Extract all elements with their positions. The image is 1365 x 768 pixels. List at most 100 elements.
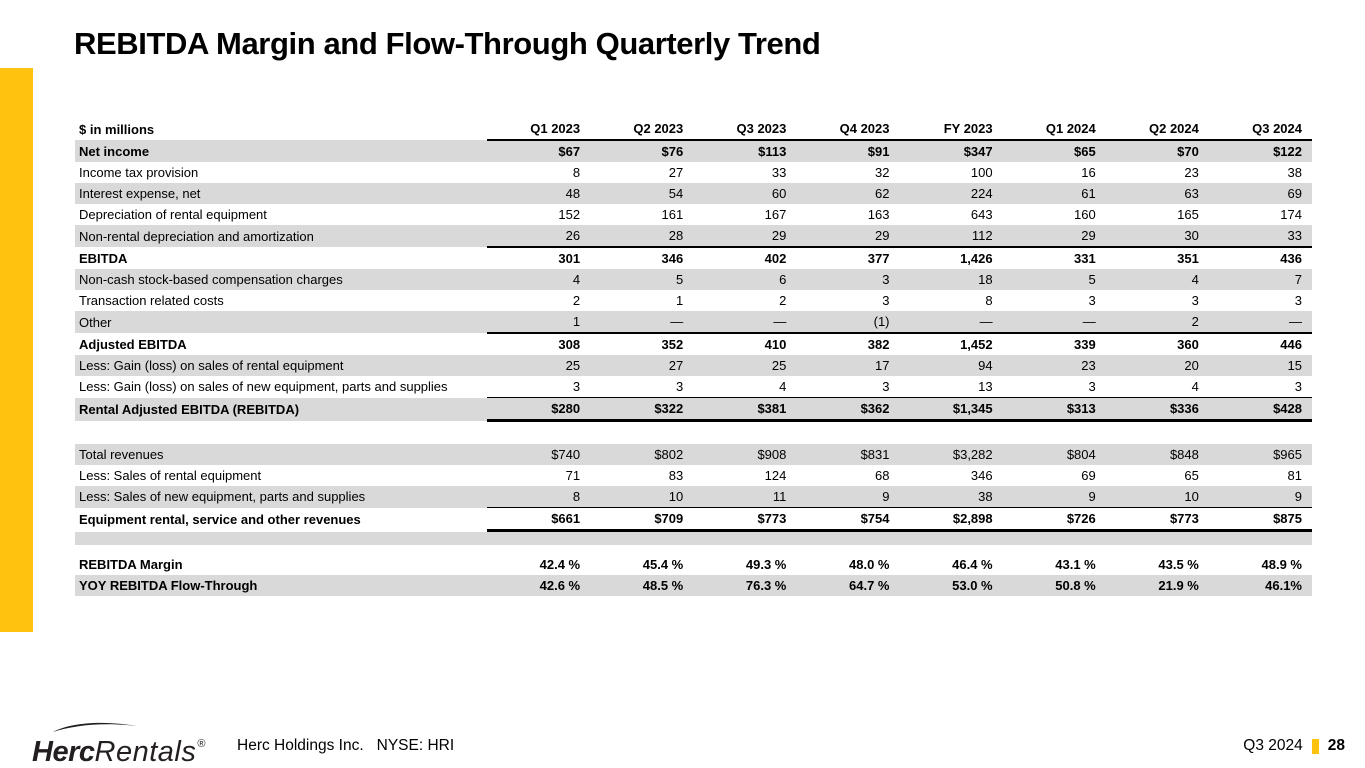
cell: $908 (693, 444, 797, 465)
cell: 23 (1002, 355, 1106, 376)
cell: 64.7 % (796, 575, 900, 596)
cell: $848 (1105, 444, 1209, 465)
cell: 69 (1208, 183, 1312, 204)
cell: 224 (899, 183, 1003, 204)
cell: $322 (590, 397, 694, 422)
cell: 32 (875, 165, 890, 180)
cell: 4 (693, 376, 797, 398)
cell: 331 (1074, 251, 1096, 266)
logo-swoosh-icon (53, 722, 137, 732)
cell: $965 (1208, 444, 1312, 465)
cell: 50.8 % (1002, 575, 1106, 596)
table-row: EBITDA 301 346 402 377 1,426 331 351 436 (75, 247, 1312, 269)
cell: 1,426 (960, 251, 993, 266)
cell: 42.4 % (539, 557, 581, 572)
cell: 17 (796, 355, 900, 376)
cell: — (1002, 311, 1106, 334)
cell: 3 (882, 293, 890, 308)
cell: 346 (970, 468, 993, 483)
cell: 42.6 % (487, 575, 591, 596)
column-header: Q2 2024 (1105, 118, 1209, 141)
cell: 48.9 % (1261, 557, 1302, 572)
cell: 3 (796, 376, 900, 398)
cell: 165 (1177, 207, 1199, 222)
row-label: Income tax provision (79, 165, 199, 180)
cell: 4 (1105, 376, 1209, 398)
cell: 3 (1191, 293, 1199, 308)
column-header: Q3 2024 (1208, 118, 1312, 141)
table-row: Non-cash stock-based compensation charge… (75, 269, 1312, 290)
cell: 43.5 % (1158, 557, 1199, 572)
cell: 446 (1280, 337, 1302, 352)
cell: 352 (661, 337, 684, 352)
cell: 160 (1074, 207, 1096, 222)
cell: $70 (1105, 140, 1209, 162)
cell: $67 (487, 140, 591, 162)
registered-trademark-icon: ® (197, 738, 206, 750)
table-row: YOY REBITDA Flow-Through 42.6 % 48.5 % 76.3… (75, 575, 1312, 596)
cell: 3 (590, 376, 694, 398)
cell: 28 (590, 225, 694, 248)
cell: $875 (1208, 507, 1312, 532)
cell: 8 (487, 486, 591, 508)
cell: $65 (1002, 140, 1106, 162)
cell: 5 (1002, 269, 1106, 290)
cell: 62 (796, 183, 900, 204)
row-label: REBITDA Margin (79, 557, 183, 572)
cell: $313 (1002, 397, 1106, 422)
period-label: Q3 2024 (1243, 737, 1303, 754)
cell: $428 (1208, 397, 1312, 422)
cell: 25 (487, 355, 591, 376)
cell: 48.0 % (849, 557, 890, 572)
cell: 25 (693, 355, 797, 376)
cell: — (899, 311, 1003, 334)
cell: $76 (590, 140, 694, 162)
cell: 382 (867, 337, 890, 352)
cell: 3 (1208, 376, 1312, 398)
cell: 152 (558, 207, 581, 222)
page-title: REBITDA Margin and Flow-Through Quarterl… (74, 26, 821, 61)
table-row: Total revenues $740 $802 $908 $831 $3,282 $804… (75, 444, 1312, 465)
spacer-row (75, 420, 1312, 444)
cell: 54 (590, 183, 694, 204)
cell: 3 (487, 376, 591, 398)
cell: 360 (1177, 337, 1199, 352)
cell: $802 (590, 444, 694, 465)
cell: 53.0 % (899, 575, 1003, 596)
cell: 48 (487, 183, 591, 204)
cell: $804 (1002, 444, 1106, 465)
cell: (1) (796, 311, 900, 334)
cell: 346 (661, 251, 684, 266)
table-row: Non-rental depreciation and amortization… (75, 225, 1312, 248)
cell: 33 (771, 165, 787, 180)
cell: 112 (899, 225, 1003, 248)
cell: $740 (487, 444, 591, 465)
table-row: Transaction related costs 2 1 2 3 8 3 3 3 (75, 290, 1312, 311)
cell: 63 (1105, 183, 1209, 204)
row-label: Total revenues (75, 444, 487, 465)
page-number: 28 (1327, 737, 1345, 754)
header-row: $ in millions Q1 2023 Q2 2023 Q3 2023 Q4 202… (75, 118, 1312, 141)
ticker-symbol: NYSE: HRI (376, 737, 455, 754)
cell: $773 (1105, 507, 1209, 532)
cell: 83 (668, 468, 684, 483)
cell: 10 (1105, 486, 1209, 508)
cell: 46.1% (1208, 575, 1312, 596)
row-label: Less: Sales of rental equipment (79, 468, 262, 483)
cell: — (1208, 311, 1312, 334)
cell: $726 (1002, 507, 1106, 532)
table-row: Less: Gain (loss) on sales of new equipm… (75, 376, 1312, 398)
cell: 6 (693, 269, 797, 290)
cell: 351 (1177, 251, 1199, 266)
cell: 38 (1287, 165, 1302, 180)
cell: 68 (875, 468, 890, 483)
cell: 377 (867, 251, 890, 266)
cell: 1 (487, 311, 591, 334)
cell: 161 (661, 207, 684, 222)
cell: 2 (1105, 311, 1209, 334)
column-header: Q2 2023 (590, 118, 694, 141)
row-label: Other (75, 311, 487, 333)
cell: 174 (1280, 207, 1302, 222)
logo-rentals-text: Rentals (94, 736, 197, 768)
cell: 3 (1088, 293, 1096, 308)
